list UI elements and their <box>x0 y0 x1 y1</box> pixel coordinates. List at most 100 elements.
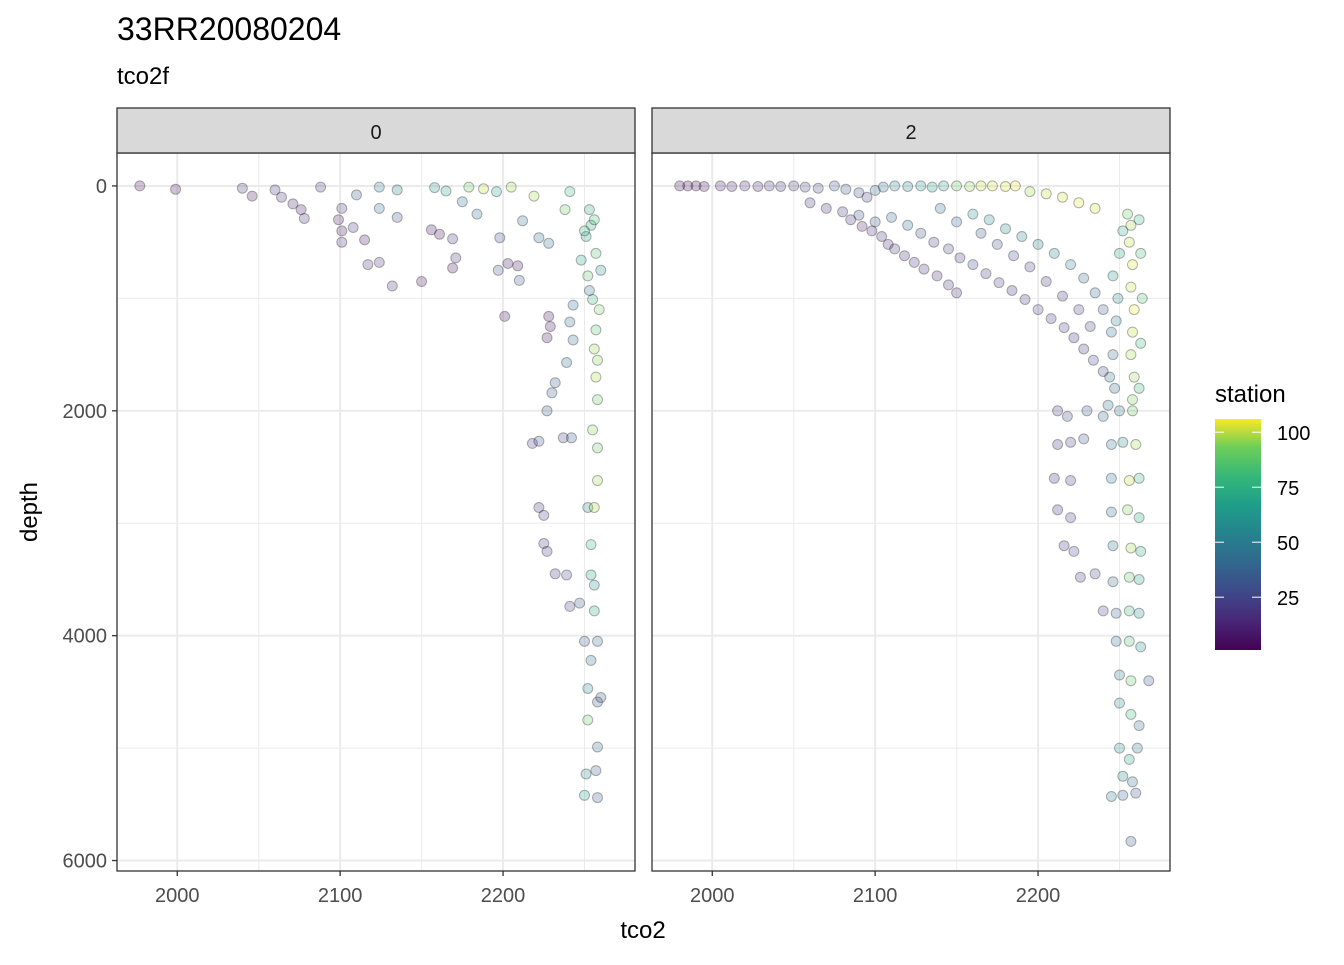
data-point <box>928 236 940 248</box>
legend-tick-label: 100 <box>1277 423 1310 445</box>
facet-strip-label: 0 <box>370 122 381 144</box>
data-point <box>347 222 359 233</box>
data-point <box>585 219 597 231</box>
data-point <box>502 258 514 269</box>
data-point <box>590 247 602 259</box>
data-point <box>902 181 914 192</box>
data-point <box>1065 436 1077 448</box>
data-point <box>587 294 599 305</box>
data-point <box>471 208 483 220</box>
data-point <box>526 437 538 449</box>
data-point <box>588 579 600 591</box>
data-point <box>336 225 348 237</box>
data-point <box>538 509 550 521</box>
data-point <box>582 502 594 513</box>
data-point <box>236 182 248 194</box>
data-point <box>1019 294 1031 305</box>
data-point <box>450 252 462 264</box>
data-point <box>287 198 299 210</box>
data-point <box>1107 576 1119 588</box>
data-point <box>1123 571 1135 583</box>
data-point <box>582 270 594 282</box>
data-point <box>512 260 524 272</box>
data-point <box>788 180 800 192</box>
data-point <box>690 180 702 192</box>
data-point <box>1052 504 1064 516</box>
data-point <box>1125 835 1137 847</box>
data-point <box>592 394 603 406</box>
data-point <box>1117 770 1129 782</box>
data-point <box>546 387 558 399</box>
data-point <box>543 310 555 322</box>
data-point <box>1084 321 1096 332</box>
data-point <box>592 442 603 454</box>
data-point <box>580 231 592 242</box>
data-point <box>541 405 553 417</box>
data-point <box>1032 304 1044 316</box>
y-tick-label: 2000 <box>63 401 108 423</box>
data-point <box>315 181 327 193</box>
legend-tick-label: 75 <box>1277 478 1299 500</box>
data-point <box>585 569 597 581</box>
data-point <box>336 202 348 214</box>
data-point <box>1127 394 1138 406</box>
data-point <box>541 332 553 344</box>
data-point <box>714 180 726 192</box>
data-point <box>1117 789 1129 801</box>
data-point <box>567 334 579 346</box>
data-point <box>1128 304 1140 316</box>
data-point <box>915 227 927 239</box>
color-legend: station 25 50 75 100 <box>1215 381 1310 650</box>
data-point <box>1125 349 1137 361</box>
data-point <box>592 475 603 486</box>
data-point <box>386 280 398 292</box>
data-point <box>1073 304 1085 316</box>
data-point <box>812 182 824 194</box>
data-point <box>494 232 506 244</box>
data-point <box>943 243 954 255</box>
data-point <box>359 234 371 246</box>
data-point <box>269 184 281 196</box>
data-point <box>856 220 868 232</box>
x-tick-label: 2000 <box>690 885 735 907</box>
data-point <box>579 635 590 647</box>
data-point <box>593 304 605 316</box>
data-point <box>799 181 811 193</box>
chart-subtitle: tco2f <box>117 63 169 90</box>
data-point <box>954 252 966 264</box>
colorbar <box>1215 419 1261 650</box>
data-point <box>1040 276 1052 287</box>
legend-tick-label: 25 <box>1277 588 1299 610</box>
data-point <box>1105 791 1117 802</box>
data-point <box>951 287 963 299</box>
data-point <box>582 714 594 726</box>
data-point <box>588 502 600 513</box>
data-point <box>886 211 897 223</box>
data-point <box>499 310 511 322</box>
data-point <box>592 696 603 708</box>
data-point <box>934 202 946 214</box>
data-point <box>590 765 602 777</box>
data-point <box>876 231 888 242</box>
data-point <box>1102 399 1114 411</box>
data-point <box>505 181 517 193</box>
x-tick-label: 2100 <box>318 885 363 907</box>
data-point <box>1000 181 1011 192</box>
data-point <box>980 268 992 280</box>
data-point <box>391 184 403 196</box>
data-point <box>1136 292 1148 304</box>
data-point <box>1128 371 1140 383</box>
data-point <box>1040 188 1052 200</box>
data-point <box>1058 540 1070 552</box>
data-point <box>1114 247 1125 259</box>
data-point <box>567 299 579 311</box>
data-point <box>566 432 577 444</box>
data-point <box>1110 315 1122 327</box>
data-point <box>1127 405 1138 417</box>
data-point <box>726 181 738 192</box>
data-point <box>1143 675 1155 687</box>
facet-strip-label: 2 <box>905 122 916 144</box>
data-point <box>1105 326 1117 338</box>
data-point <box>533 502 545 513</box>
data-point <box>1045 313 1057 325</box>
